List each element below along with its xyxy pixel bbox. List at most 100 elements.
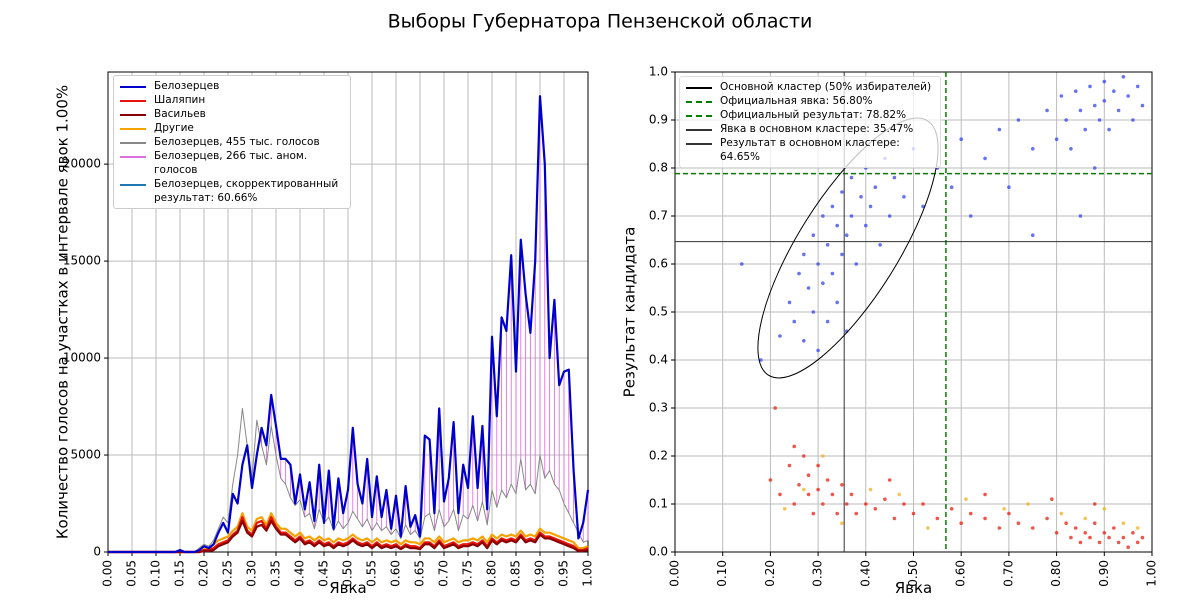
scatter-point: [787, 300, 792, 305]
scatter-point: [778, 492, 782, 497]
scatter-point: [1092, 166, 1097, 170]
legend-item: Шаляпин: [120, 93, 344, 107]
scatter-point: [835, 300, 839, 305]
scatter-point: [949, 507, 954, 511]
scatter-point: [821, 502, 825, 506]
scatter-point: [1045, 108, 1049, 113]
x-tick-label: 0.10: [715, 560, 729, 587]
legend-label: Шаляпин: [154, 94, 206, 106]
scatter-point: [1073, 89, 1078, 93]
legend-swatch: [120, 156, 146, 158]
scatter-point: [811, 233, 816, 237]
scatter-point: [902, 195, 906, 199]
x-tick-label: 0.70: [437, 560, 451, 587]
scatter-point: [868, 487, 873, 492]
scatter-point: [1083, 531, 1088, 535]
legend-swatch: [120, 184, 146, 186]
scatter-point: [1116, 540, 1121, 545]
legend-swatch: [120, 100, 146, 102]
scatter-point: [1107, 535, 1111, 540]
scatter-point: [1050, 497, 1054, 502]
legend-label: Результат в основном кластере: 64.65%: [720, 137, 900, 163]
scatter-point: [997, 127, 1002, 132]
scatter-point: [816, 348, 820, 353]
scatter-point: [1030, 233, 1035, 237]
x-tick-label: 1.00: [1145, 560, 1159, 587]
x-tick-label: 0.75: [461, 560, 475, 587]
scatter-point: [849, 492, 854, 497]
x-tick-label: 0.45: [317, 560, 331, 587]
legend-item: Результат в основном кластере: 64.65%: [686, 136, 934, 164]
y-tick-label: 0.6: [649, 257, 668, 271]
scatter-point: [868, 204, 873, 209]
scatter-point: [806, 492, 811, 497]
scatter-point: [854, 511, 859, 516]
scatter-point: [787, 463, 792, 468]
y-tick-label: 0.9: [649, 113, 668, 127]
scatter-point: [840, 190, 844, 194]
scatter-point: [983, 492, 987, 497]
scatter-point: [1116, 108, 1121, 113]
scatter-point: [773, 406, 777, 410]
scatter-point: [1045, 516, 1049, 521]
scatter-point: [897, 492, 901, 497]
x-tick-label: 0.40: [858, 560, 872, 587]
y-tick-label: 0.2: [649, 449, 668, 463]
scatter-point: [844, 233, 849, 237]
figure-title: Выборы Губернатора Пензенской области: [388, 11, 813, 33]
scatter-point: [1016, 118, 1021, 122]
scatter-point: [792, 319, 797, 324]
scatter-point: [921, 502, 925, 506]
x-tick-label: 0.20: [197, 560, 211, 587]
scatter-point: [1135, 84, 1140, 89]
legend: Белозерцев Шаляпин Васильев Другие Белозерце…: [113, 75, 351, 209]
scatter-point: [1007, 185, 1011, 189]
scatter-point: [816, 463, 820, 468]
x-tick-label: 0.20: [763, 560, 777, 587]
scatter-point: [1126, 545, 1130, 549]
scatter-point: [801, 454, 806, 458]
y-tick-label: 0.8: [649, 161, 668, 175]
scatter-point: [1107, 127, 1111, 132]
y-tick-label: 0.3: [649, 401, 668, 415]
x-tick-label: 0.85: [509, 560, 523, 587]
scatter-point: [768, 478, 773, 482]
legend-label: Васильев: [154, 108, 206, 120]
legend-label: Белозерцев, 266 тыс. аном. голосов: [154, 150, 308, 176]
plot-frame: [674, 71, 1153, 553]
scatter-point: [825, 478, 830, 482]
x-tick-label: 0.50: [341, 560, 355, 587]
scatter-point: [921, 204, 925, 209]
scatter-point: [1064, 521, 1068, 525]
scatter-point: [926, 526, 930, 530]
scatter-point: [911, 511, 916, 516]
scatter-point: [1131, 531, 1135, 535]
legend-item: Васильев: [120, 107, 344, 121]
scatter-point: [959, 521, 963, 525]
x-tick-label: 0.80: [1049, 560, 1063, 587]
scatter-point: [1121, 535, 1126, 540]
scatter-point: [887, 478, 892, 482]
scatter-point: [854, 262, 859, 266]
scatter-point: [811, 310, 816, 314]
scatter-point: [1078, 108, 1083, 113]
x-tick-label: 1.00: [581, 560, 595, 587]
legend-item: Белозерцев, 266 тыс. аном. голосов: [120, 149, 344, 177]
scatter-point: [1069, 147, 1073, 151]
y-tick-label: 5000: [70, 448, 101, 462]
scatter-point: [1112, 89, 1116, 93]
y-axis-label: Результат кандидата: [621, 227, 639, 398]
y-tick-label: 1.0: [649, 65, 668, 79]
legend-item: Другие: [120, 121, 344, 135]
scatter-point: [1069, 535, 1073, 540]
scatter-point: [759, 358, 763, 362]
scatter-point: [935, 516, 940, 521]
scatter-point: [1083, 516, 1088, 521]
y-tick-label: 0: [93, 545, 101, 559]
x-tick-label: 0.65: [413, 560, 427, 587]
scatter-point: [902, 502, 906, 506]
scatter-point: [792, 502, 797, 506]
scatter-point: [797, 483, 801, 487]
scatter-point: [1078, 540, 1083, 545]
y-tick-label: 0.4: [649, 353, 668, 367]
